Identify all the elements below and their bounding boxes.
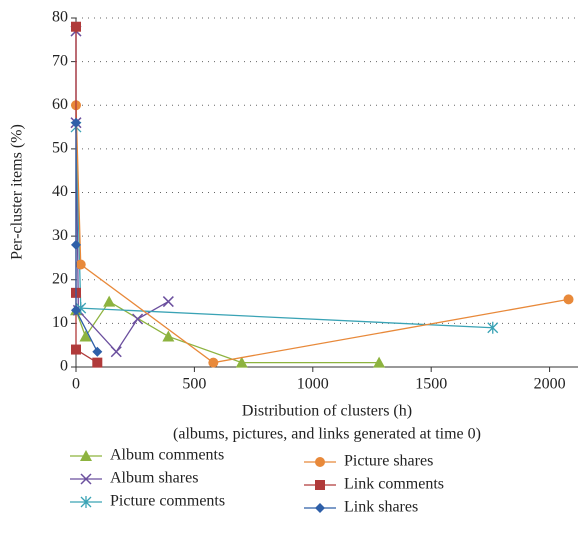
data-point [79, 330, 92, 342]
data-point [162, 296, 174, 308]
legend-label: Link shares [344, 499, 418, 516]
legend-marker [315, 457, 325, 467]
data-point [103, 295, 116, 307]
legend-marker [80, 450, 92, 461]
legend-marker [315, 503, 325, 513]
series-line [75, 127, 493, 329]
data-point [235, 356, 248, 368]
y-tick-label: 50 [52, 140, 68, 157]
data-point [132, 313, 144, 325]
data-point [71, 21, 81, 32]
data-point [92, 357, 103, 368]
legend-label: Picture shares [344, 453, 433, 470]
data-point [373, 356, 386, 368]
data-point [208, 357, 219, 368]
x-tick-label: 0 [72, 376, 80, 393]
data-point [162, 330, 175, 342]
data-point [75, 259, 86, 270]
legend-label: Album shares [110, 470, 198, 487]
data-point [92, 346, 103, 357]
y-tick-label: 60 [52, 96, 68, 113]
data-point [71, 239, 81, 250]
x-axis-sublabel: (albums, pictures, and links generated a… [173, 426, 481, 443]
data-point [487, 321, 499, 334]
legend-marker [80, 496, 92, 508]
y-tick-label: 40 [52, 183, 68, 200]
legend-label: Link comments [344, 476, 444, 493]
y-tick-label: 30 [52, 227, 68, 244]
legend-label: Album comments [110, 447, 224, 464]
data-point [71, 117, 81, 128]
data-point [71, 305, 81, 316]
x-tick-label: 1000 [297, 376, 329, 393]
series-line [75, 300, 380, 364]
legend-marker [80, 473, 92, 485]
x-axis-label: Distribution of clusters (h) [242, 403, 412, 420]
y-tick-label: 0 [60, 358, 68, 375]
x-tick-label: 2000 [534, 376, 566, 393]
y-axis-label: Per-cluster items (%) [9, 124, 26, 260]
y-tick-label: 20 [52, 270, 68, 287]
data-point [563, 294, 574, 305]
series-line [75, 31, 169, 353]
data-point [110, 346, 122, 358]
y-tick-label: 70 [52, 52, 68, 69]
legend-marker [315, 480, 325, 490]
x-tick-label: 500 [182, 376, 206, 393]
legend-label: Picture comments [110, 493, 225, 510]
data-point [71, 344, 81, 355]
series-line [75, 122, 98, 353]
y-tick-label: 80 [52, 9, 68, 26]
y-tick-label: 10 [52, 314, 68, 331]
series-line [75, 105, 569, 364]
x-tick-label: 1500 [415, 376, 447, 393]
